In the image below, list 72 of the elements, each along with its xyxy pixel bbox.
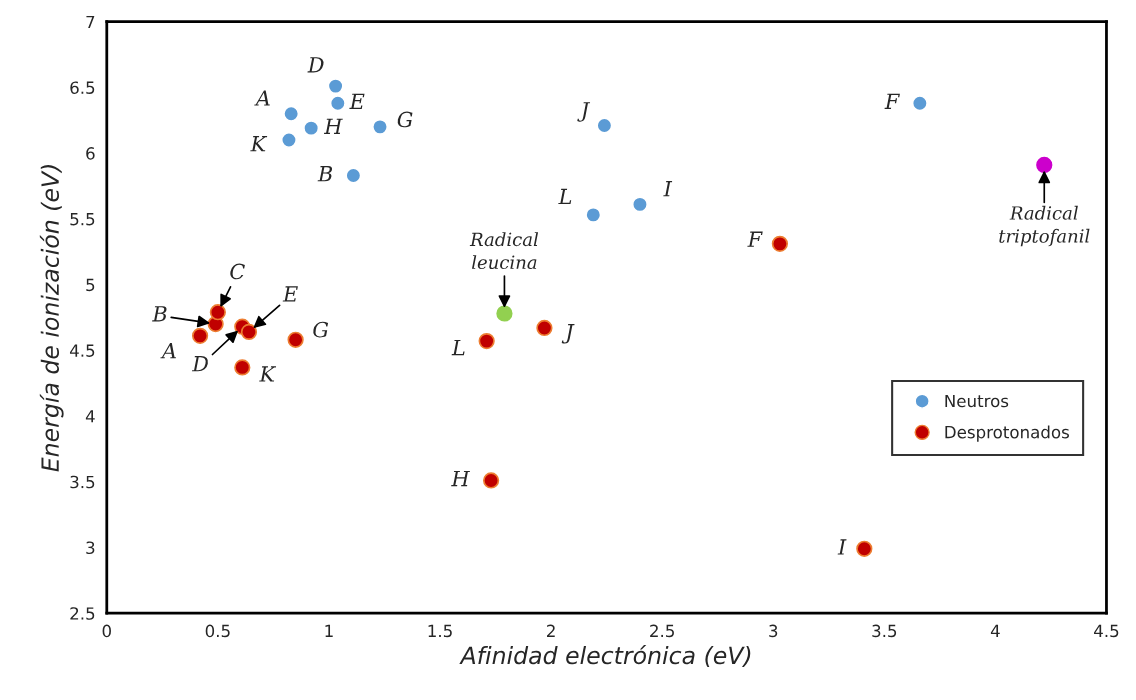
x-tick-label: 2.5 bbox=[650, 624, 674, 638]
x-axis-title: Afinidad electrónica (eV) bbox=[459, 645, 751, 668]
annotation: A bbox=[254, 90, 270, 106]
annotation: J bbox=[561, 324, 575, 344]
legend-label: Desprotonados bbox=[945, 425, 1069, 442]
annotation: G bbox=[397, 111, 413, 128]
x-tick-label: 3.5 bbox=[872, 624, 897, 638]
annotation: L bbox=[558, 188, 572, 205]
point bbox=[911, 95, 928, 112]
annotation: E bbox=[349, 93, 365, 109]
annotation: B bbox=[152, 306, 167, 322]
point bbox=[287, 331, 304, 348]
annotation: L bbox=[451, 340, 465, 356]
annotation: J bbox=[577, 102, 591, 122]
annotation: K bbox=[259, 366, 277, 382]
point bbox=[240, 323, 258, 341]
point bbox=[191, 327, 209, 344]
x-tick-label: 4.5 bbox=[1094, 624, 1119, 638]
y-axis-title: Energía de ionización (eV) bbox=[39, 165, 64, 472]
x-tick-label: 1.5 bbox=[428, 624, 452, 638]
point bbox=[371, 118, 389, 135]
annotation: H bbox=[451, 471, 470, 487]
point bbox=[596, 117, 613, 134]
point bbox=[209, 304, 226, 321]
y-tick-label: 7 bbox=[86, 15, 95, 29]
annotation: H bbox=[323, 118, 343, 134]
annotation: G bbox=[313, 321, 329, 338]
point bbox=[303, 120, 320, 137]
legend-label: Neutros bbox=[945, 394, 1009, 408]
annotation: Radical triptofanil bbox=[999, 205, 1090, 247]
annotation: D bbox=[307, 57, 324, 73]
x-tick-label: 0 bbox=[102, 624, 111, 638]
x-tick-label: 3 bbox=[769, 624, 778, 638]
point bbox=[631, 196, 649, 213]
annotation: C bbox=[230, 263, 245, 280]
x-tick-label: 4 bbox=[990, 624, 1000, 637]
annotation: Radical leucina bbox=[469, 232, 539, 270]
point bbox=[327, 77, 344, 95]
point bbox=[496, 305, 513, 322]
point bbox=[345, 167, 362, 184]
y-tick-label: 4.5 bbox=[69, 344, 95, 357]
annotation: F bbox=[884, 93, 900, 109]
point bbox=[536, 319, 553, 337]
y-tick-label: 4 bbox=[85, 410, 95, 423]
x-tick-label: 2 bbox=[547, 624, 555, 637]
point bbox=[280, 131, 298, 149]
y-tick-label: 6.5 bbox=[70, 81, 95, 94]
point bbox=[771, 235, 789, 252]
y-tick-label: 3.5 bbox=[70, 475, 95, 489]
annotation: B bbox=[317, 166, 333, 182]
point bbox=[856, 540, 873, 557]
y-tick-label: 5.5 bbox=[70, 213, 95, 226]
y-tick-label: 6 bbox=[86, 147, 95, 160]
y-tick-label: 3 bbox=[86, 541, 95, 555]
point bbox=[482, 472, 500, 489]
y-tick-label: 5 bbox=[86, 278, 95, 292]
point bbox=[329, 95, 346, 112]
point bbox=[478, 332, 495, 350]
annotation: E bbox=[282, 286, 298, 302]
point bbox=[585, 206, 602, 224]
point bbox=[234, 359, 251, 376]
annotation: F bbox=[747, 231, 763, 247]
annotation: I bbox=[663, 181, 673, 197]
y-tick-label: 2.5 bbox=[70, 607, 95, 620]
annotation: K bbox=[250, 136, 268, 152]
x-tick-label: 0.5 bbox=[205, 624, 230, 638]
point bbox=[283, 105, 300, 122]
annotation: A bbox=[160, 343, 176, 359]
x-tick-label: 1 bbox=[325, 624, 333, 637]
annotation: D bbox=[191, 356, 208, 372]
annotation: I bbox=[837, 539, 847, 555]
point bbox=[1036, 156, 1053, 174]
